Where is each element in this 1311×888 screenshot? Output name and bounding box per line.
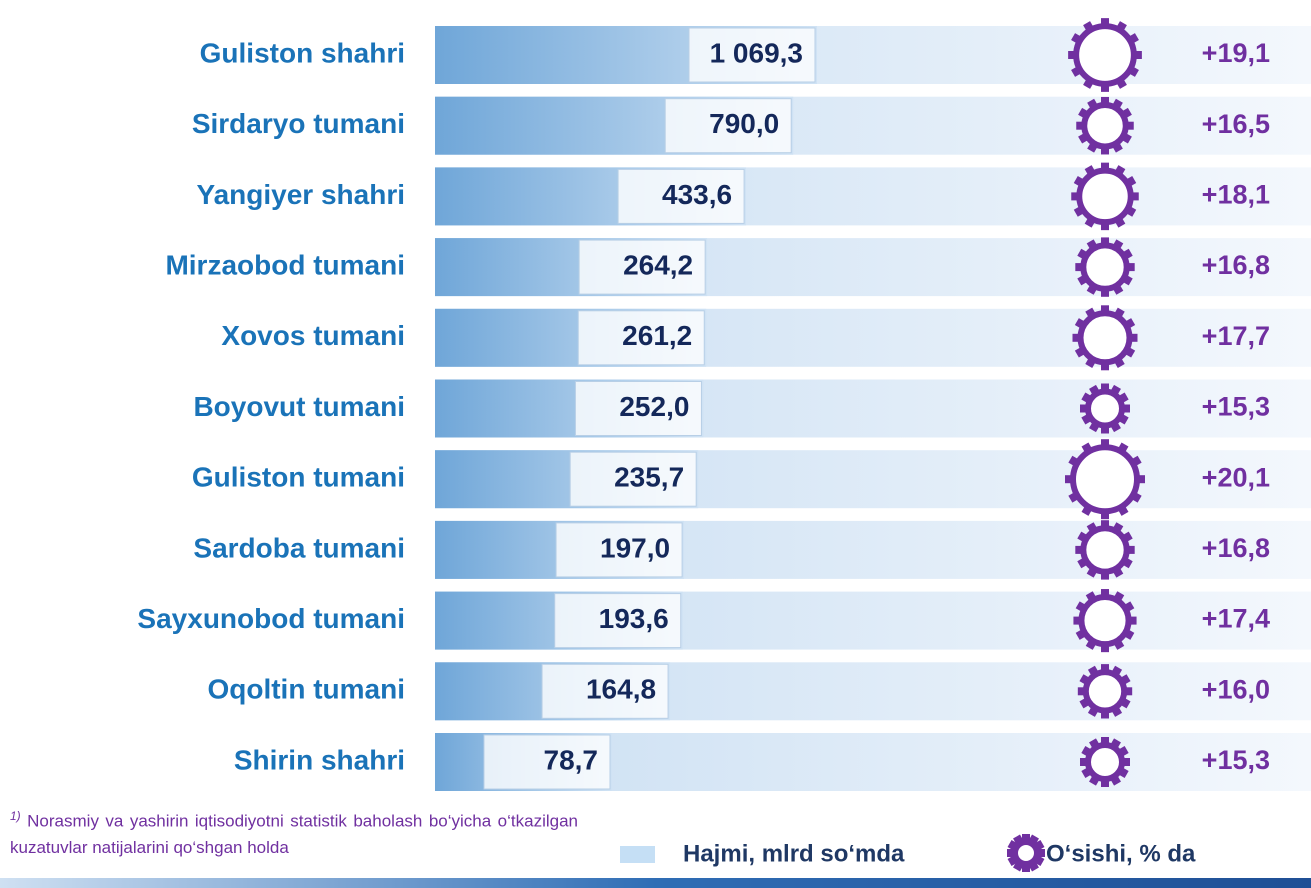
- gear-ring: [1080, 525, 1130, 575]
- category-label: Sardoba tumani: [193, 532, 405, 563]
- gear-ring: [1080, 242, 1130, 292]
- gear: [1071, 162, 1139, 231]
- gear: [1068, 18, 1142, 92]
- category-label: Xovos tumani: [221, 320, 405, 351]
- value-label: 790,0: [709, 108, 779, 139]
- legend-swatch: [620, 846, 655, 863]
- gear-ring: [1073, 23, 1137, 87]
- gear-ring: [1085, 388, 1125, 429]
- growth-label: +18,1: [1202, 180, 1270, 210]
- growth-label: +16,5: [1202, 109, 1270, 139]
- footnote-marker: 1): [10, 809, 21, 823]
- value-label: 197,0: [600, 532, 670, 563]
- gear-ring: [1012, 839, 1040, 867]
- value-box: [688, 27, 816, 83]
- growth-label: +17,4: [1202, 604, 1270, 634]
- gear: [1076, 96, 1134, 155]
- growth-label: +20,1: [1202, 462, 1270, 492]
- category-label: Oqoltin tumani: [207, 674, 405, 705]
- growth-label: +15,3: [1202, 392, 1270, 422]
- category-label: Shirin shahri: [234, 744, 405, 775]
- value-box: [541, 663, 669, 719]
- category-label: Sayxunobod tumani: [137, 603, 405, 634]
- value-box: [569, 451, 697, 507]
- value-box: [483, 734, 611, 790]
- value-label: 1 069,3: [710, 37, 803, 68]
- category-label: Sirdaryo tumani: [192, 108, 405, 139]
- gear: [1080, 383, 1130, 434]
- value-label: 433,6: [662, 179, 732, 210]
- value-label: 252,0: [619, 391, 689, 422]
- category-label: Mirzaobod tumani: [165, 249, 405, 280]
- value-box: [554, 593, 682, 649]
- growth-label: +19,1: [1202, 38, 1270, 68]
- bottom-strip: [0, 878, 1311, 888]
- gear: [1075, 520, 1135, 580]
- value-label: 264,2: [623, 249, 693, 280]
- gear: [1075, 237, 1135, 297]
- gear-ring: [1077, 310, 1133, 366]
- footnote: 1) Norasmiy va yashirin iqtisodiyotni st…: [10, 803, 578, 861]
- value-label: 164,8: [586, 674, 656, 705]
- value-label: 78,7: [544, 744, 599, 775]
- value-box: [578, 239, 706, 295]
- category-label: Guliston tumani: [192, 462, 405, 493]
- value-label: 235,7: [614, 462, 684, 493]
- value-label: 193,6: [599, 603, 669, 634]
- footnote-text: Norasmiy va yashirin iqtisodiyotni stati…: [10, 811, 578, 857]
- gear-ring: [1085, 742, 1125, 782]
- category-label: Guliston shahri: [200, 37, 405, 68]
- category-label: Yangiyer shahri: [196, 179, 405, 210]
- value-box: [617, 168, 745, 224]
- value-box: [577, 310, 705, 366]
- legend-label: O‘sishi, % da: [1046, 840, 1196, 867]
- growth-label: +17,7: [1202, 321, 1270, 351]
- gear: [1073, 589, 1137, 653]
- gear: [1072, 305, 1138, 371]
- value-label: 261,2: [622, 320, 692, 351]
- gear-ring: [1070, 444, 1140, 515]
- value-box: [555, 522, 683, 578]
- gear-ring: [1078, 594, 1132, 648]
- gear-ring: [1076, 167, 1134, 226]
- value-box: [574, 381, 702, 436]
- gear-ring: [1081, 101, 1129, 150]
- growth-label: +16,0: [1202, 674, 1270, 704]
- growth-label: +15,3: [1202, 745, 1270, 775]
- gear: [1080, 737, 1130, 787]
- gear: [1077, 664, 1133, 719]
- legend-label: Hajmi, mlrd so‘mda: [683, 840, 905, 867]
- category-label: Boyovut tumani: [193, 391, 405, 422]
- value-box: [664, 98, 792, 154]
- gear-ring: [1082, 669, 1128, 714]
- growth-label: +16,8: [1202, 533, 1270, 563]
- growth-label: +16,8: [1202, 250, 1270, 280]
- gear: [1065, 439, 1145, 520]
